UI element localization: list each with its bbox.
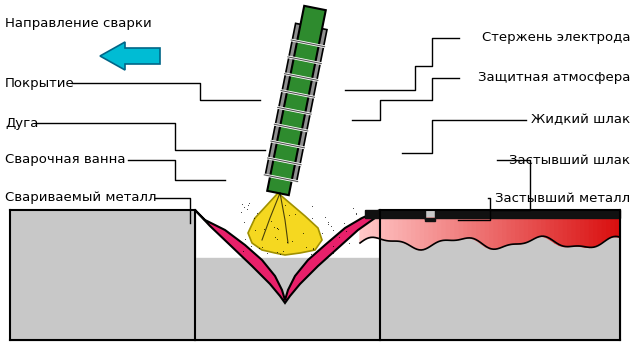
Polygon shape <box>265 23 327 181</box>
Polygon shape <box>395 218 399 241</box>
Polygon shape <box>365 210 620 220</box>
Polygon shape <box>538 218 542 237</box>
Polygon shape <box>451 218 455 240</box>
Polygon shape <box>267 6 326 195</box>
Polygon shape <box>368 218 373 238</box>
Polygon shape <box>525 218 529 243</box>
Polygon shape <box>403 218 408 245</box>
Polygon shape <box>555 218 559 245</box>
Polygon shape <box>365 218 368 240</box>
Polygon shape <box>377 218 382 239</box>
Polygon shape <box>533 218 538 238</box>
Polygon shape <box>434 218 438 244</box>
Polygon shape <box>512 218 516 244</box>
Polygon shape <box>443 218 447 240</box>
Polygon shape <box>195 258 380 340</box>
Polygon shape <box>408 218 412 247</box>
Polygon shape <box>547 218 551 240</box>
Polygon shape <box>464 218 469 238</box>
Polygon shape <box>382 218 386 240</box>
Text: Покрытие: Покрытие <box>5 77 75 89</box>
Polygon shape <box>365 210 425 218</box>
Polygon shape <box>438 218 443 242</box>
Polygon shape <box>611 218 616 237</box>
Polygon shape <box>421 218 425 250</box>
Polygon shape <box>425 218 435 221</box>
Polygon shape <box>573 218 577 246</box>
Polygon shape <box>425 218 429 249</box>
Polygon shape <box>429 218 434 247</box>
Polygon shape <box>469 218 473 239</box>
Polygon shape <box>10 210 195 340</box>
Text: Свариваемый металл: Свариваемый металл <box>5 191 157 205</box>
Polygon shape <box>542 218 547 237</box>
Text: Стержень электрода: Стержень электрода <box>481 32 630 45</box>
Polygon shape <box>473 218 477 241</box>
Polygon shape <box>603 218 607 241</box>
Polygon shape <box>577 218 581 246</box>
Polygon shape <box>391 218 395 241</box>
Polygon shape <box>607 218 611 238</box>
Polygon shape <box>455 218 460 240</box>
Polygon shape <box>616 218 620 237</box>
Polygon shape <box>460 218 464 239</box>
Text: Защитная атмосфера: Защитная атмосфера <box>477 71 630 85</box>
Polygon shape <box>360 218 365 243</box>
Polygon shape <box>507 218 512 245</box>
Polygon shape <box>598 218 603 244</box>
Polygon shape <box>499 218 503 248</box>
Text: Застывший шлак: Застывший шлак <box>509 153 630 166</box>
Polygon shape <box>195 210 380 303</box>
Polygon shape <box>490 218 495 249</box>
Polygon shape <box>551 218 555 243</box>
Polygon shape <box>585 218 590 247</box>
Polygon shape <box>481 218 486 247</box>
Polygon shape <box>386 218 391 241</box>
Text: Направление сварки: Направление сварки <box>5 16 152 30</box>
Text: Жидкий шлак: Жидкий шлак <box>531 113 630 127</box>
Polygon shape <box>477 218 481 244</box>
Polygon shape <box>559 218 564 246</box>
Polygon shape <box>486 218 490 249</box>
Polygon shape <box>516 218 521 244</box>
Text: Дуга: Дуга <box>5 117 39 129</box>
Polygon shape <box>503 218 507 246</box>
Polygon shape <box>590 218 594 247</box>
Polygon shape <box>495 218 499 249</box>
Polygon shape <box>564 218 568 246</box>
Text: Сварочная ванна: Сварочная ванна <box>5 153 126 166</box>
Polygon shape <box>447 218 451 240</box>
Polygon shape <box>380 210 620 340</box>
FancyArrow shape <box>100 42 160 70</box>
Polygon shape <box>529 218 533 241</box>
Polygon shape <box>373 218 377 238</box>
Polygon shape <box>417 218 421 250</box>
Polygon shape <box>399 218 403 243</box>
Polygon shape <box>581 218 585 247</box>
Text: Застывший металл: Застывший металл <box>495 191 630 205</box>
Polygon shape <box>412 218 417 249</box>
Polygon shape <box>594 218 598 246</box>
Polygon shape <box>248 193 322 255</box>
Polygon shape <box>435 210 620 218</box>
Polygon shape <box>521 218 525 244</box>
Polygon shape <box>568 218 573 246</box>
